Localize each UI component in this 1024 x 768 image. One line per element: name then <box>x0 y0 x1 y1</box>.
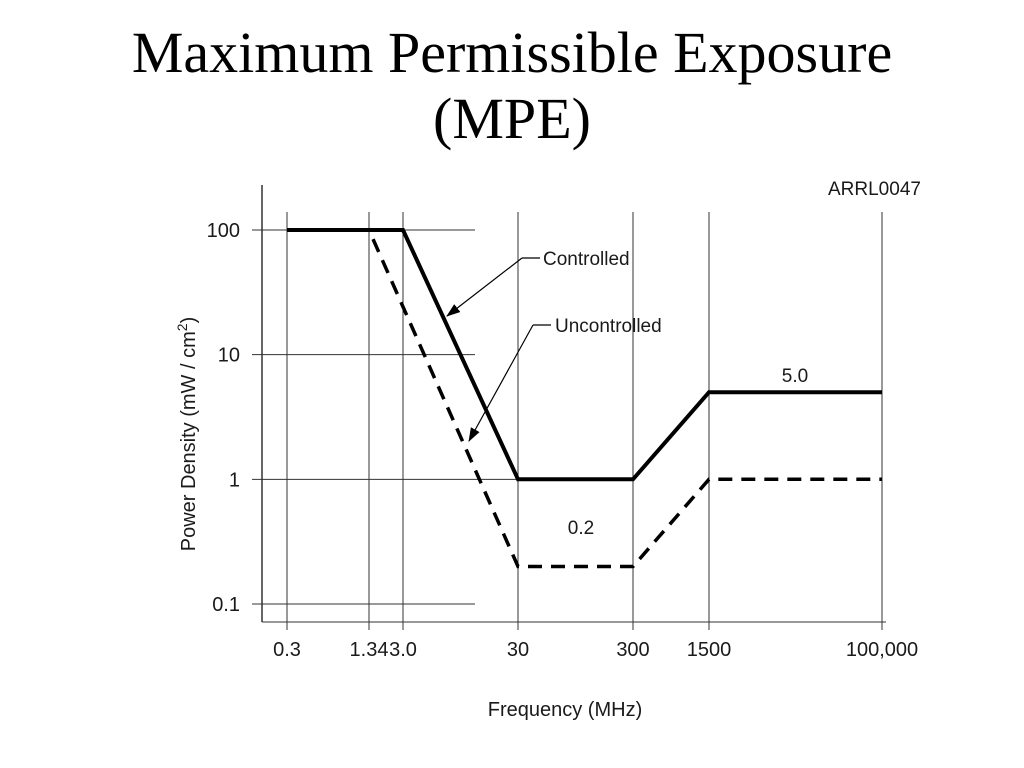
callout-arrow-uncontrolled <box>468 324 534 442</box>
y-tick-label: 0.1 <box>212 594 240 616</box>
series-line-controlled <box>287 228 882 482</box>
y-tick-label: 10 <box>218 345 240 367</box>
x-tick-label: 1.34 <box>350 639 389 661</box>
y-axis-label: Power Density (mW / cm2) <box>174 317 200 552</box>
annotation-5-0: 5.0 <box>782 366 808 387</box>
y-tick-label: 1 <box>229 469 240 491</box>
x-tick-label: 1500 <box>687 639 732 661</box>
callout-arrow-controlled <box>446 257 523 317</box>
y-axis-label-close: ) <box>178 317 200 324</box>
series-lines <box>287 228 882 569</box>
x-tick-label: 300 <box>616 639 649 661</box>
figure-id-label: ARRL0047 <box>828 179 921 200</box>
x-tick-label: 0.3 <box>273 639 301 661</box>
annotation-uncontrolled: Uncontrolled <box>555 316 662 337</box>
y-axis-label-superscript: 2 <box>174 323 190 331</box>
x-tick-label: 30 <box>507 639 529 661</box>
y-tick-label: 100 <box>207 220 240 242</box>
tick-labels: 0.3 1.34 3.0 30 300 1500 100,000 0.1 1 10 100 <box>207 220 919 661</box>
x-tick-label: 100,000 <box>846 639 918 661</box>
x-axis-label: Frequency (MHz) <box>488 699 642 721</box>
x-tick-label: 3.0 <box>389 639 417 661</box>
y-axis-label-main: Power Density (mW / cm <box>178 331 200 551</box>
annotation-0-2: 0.2 <box>568 518 594 539</box>
series-line-uncontrolled <box>287 228 882 569</box>
annotation-controlled: Controlled <box>543 249 630 270</box>
slide-title: Maximum Permissible Exposure (MPE) <box>131 20 893 151</box>
